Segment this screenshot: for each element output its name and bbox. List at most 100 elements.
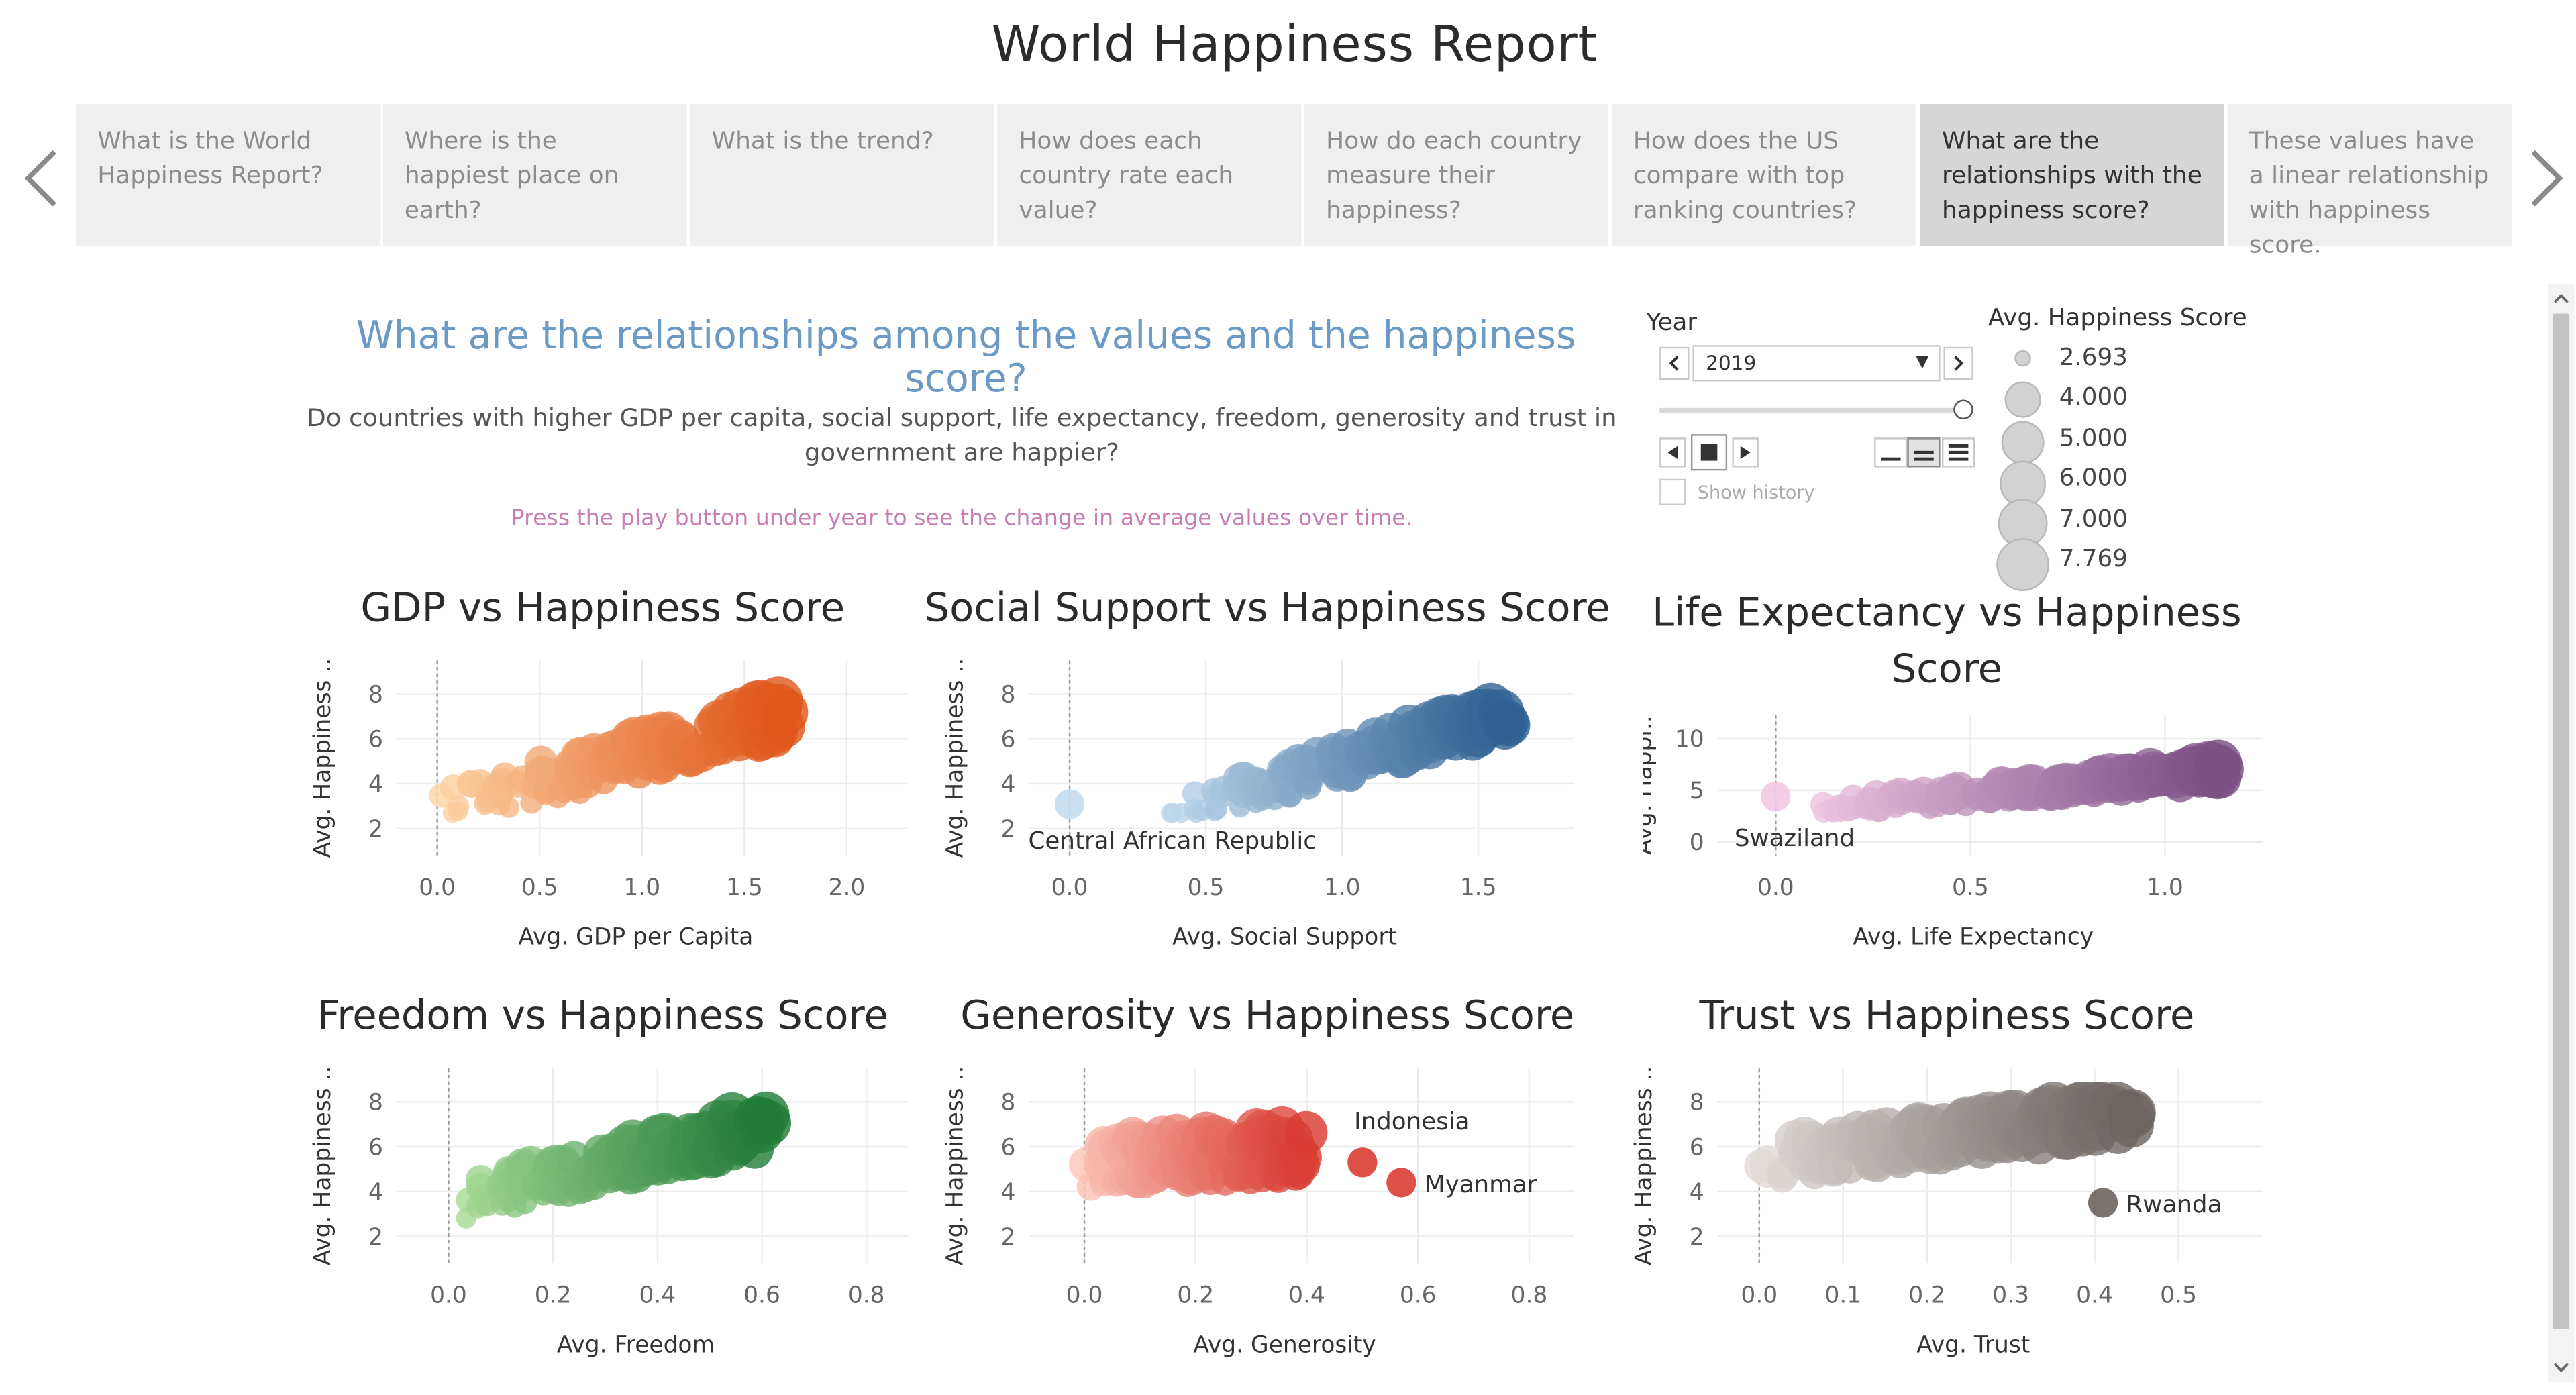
generosity-scatter-plot[interactable]: 2 4 6 8 0.0 0.2 0.4 0.6 0.8 Avg. Generosity Avg. H… (917, 1060, 1590, 1395)
chevron-left-icon (1669, 356, 1679, 371)
x-tick-label: 1.0 (2147, 874, 2183, 901)
y-tick-label: 2 (368, 816, 383, 843)
y-tick-label: 6 (368, 726, 383, 753)
step-back-button[interactable] (1659, 437, 1686, 468)
y-tick-label: 6 (1001, 726, 1016, 753)
data-bubble[interactable] (1487, 703, 1531, 747)
y-axis-title: Avg. Happiness .. (309, 1066, 336, 1266)
story-tab-1[interactable]: What is the World Happiness Report? (76, 104, 380, 246)
show-history-checkbox[interactable] (1659, 478, 1686, 506)
data-bubble[interactable] (762, 689, 809, 735)
x-tick-label: 0.8 (1511, 1282, 1548, 1309)
labelled-bubble[interactable] (1347, 1147, 1378, 1178)
gdp-scatter-plot[interactable]: 2 4 6 8 0.0 0.5 1.0 1.5 2.0 Avg. GDP per Capita Av… (289, 652, 925, 988)
legend-circle (2014, 350, 2031, 367)
scroll-down-icon[interactable] (2548, 1355, 2574, 1378)
freedom-scatter-plot[interactable]: 2 4 6 8 0.0 0.2 0.4 0.6 0.8 Avg. Freedom Avg. Happ… (289, 1060, 925, 1395)
y-axis-title: Avg. Happi.. (1643, 715, 1657, 855)
y-tick-label: 4 (368, 771, 383, 798)
chevron-right-icon (1954, 356, 1964, 371)
vertical-scrollbar[interactable] (2548, 284, 2575, 1382)
x-tick-label: 0.5 (1188, 874, 1225, 901)
speed-fast-button[interactable] (1942, 437, 1975, 468)
x-tick-label: 0.8 (848, 1282, 885, 1309)
show-history-label: Show history (1697, 482, 1815, 504)
year-prev-button[interactable] (1659, 346, 1690, 380)
x-tick-label: 1.5 (726, 874, 763, 901)
data-bubble[interactable] (2201, 758, 2242, 798)
point-label: Swaziland (1735, 825, 1855, 852)
x-tick-label: 0.6 (1400, 1282, 1437, 1309)
x-tick-label: 1.5 (1460, 874, 1497, 901)
scrollbar-thumb[interactable] (2553, 313, 2570, 1330)
chevron-left-icon (24, 150, 56, 207)
life-expectancy-scatter-plot[interactable]: 0 5 10 0.0 0.5 1.0 Avg. Life Expectancy Avg. Ha… (1643, 707, 2279, 987)
labelled-bubble[interactable] (1386, 1168, 1416, 1198)
story-tab-5[interactable]: How do each country measure their happin… (1304, 104, 1608, 246)
point-label: Myanmar (1425, 1171, 1537, 1198)
y-tick-label: 8 (1001, 682, 1016, 709)
point-label: Indonesia (1354, 1108, 1470, 1135)
story-tab-8[interactable]: These values have a linear relationship … (2227, 104, 2512, 259)
x-tick-label: 0.4 (1288, 1282, 1325, 1309)
y-tick-label: 5 (1690, 778, 1704, 805)
x-tick-label: 0.0 (419, 874, 456, 901)
data-bubble[interactable] (448, 795, 470, 817)
x-tick-label: 0.0 (1741, 1282, 1778, 1309)
legend-label: 2.693 (2059, 345, 2128, 372)
x-tick-label: 0.0 (1757, 874, 1794, 901)
speed-medium-button[interactable] (1907, 437, 1941, 468)
labelled-bubble[interactable] (1054, 789, 1085, 819)
x-tick-label: 2.0 (829, 874, 866, 901)
x-tick-label: 0.0 (1066, 1282, 1103, 1309)
x-axis-title: Avg. Trust (1916, 1331, 2030, 1358)
labelled-bubble[interactable] (1761, 781, 1791, 812)
x-tick-label: 0.0 (430, 1282, 467, 1309)
speed-fast-icon (1948, 444, 1969, 461)
scroll-up-icon[interactable] (2548, 287, 2574, 310)
bubble-group (1744, 1082, 2156, 1193)
trust-scatter-plot[interactable]: 2 4 6 8 0.0 0.1 0.2 0.3 0.4 0.5 Avg. Trust Avg. Hap… (1631, 1060, 2279, 1395)
next-story-point-button[interactable] (2526, 146, 2566, 211)
bubble-group (1810, 739, 2244, 823)
x-axis-title: Avg. Freedom (557, 1331, 715, 1358)
x-tick-label: 0.3 (1992, 1282, 2029, 1309)
x-axis-title: Avg. GDP per Capita (518, 924, 753, 951)
data-bubble[interactable] (745, 1100, 792, 1146)
slider-thumb[interactable] (1953, 399, 1973, 420)
legend-label: 4.000 (2059, 384, 2128, 411)
x-axis-title: Avg. Generosity (1193, 1331, 1376, 1358)
play-pause-button[interactable] (1690, 434, 1728, 471)
y-axis-title: Avg. Happiness .. (942, 1066, 969, 1266)
story-tab-2[interactable]: Where is the happiest place on earth? (382, 104, 687, 246)
chart-title-generosity: Generosity vs Happiness Score (960, 992, 1575, 1039)
story-tab-6[interactable]: How does the US compare with top ranking… (1611, 104, 1916, 246)
data-bubble[interactable] (1182, 781, 1207, 807)
labelled-bubble[interactable] (2088, 1188, 2118, 1218)
data-bubble[interactable] (2108, 1089, 2156, 1137)
legend-label: 6.000 (2059, 465, 2128, 493)
previous-story-point-button[interactable] (21, 146, 61, 211)
section-description: Do countries with higher GDP per capita,… (307, 403, 1617, 468)
data-bubble[interactable] (498, 796, 519, 818)
bubble-group (429, 676, 809, 823)
x-tick-label: 0.2 (1177, 1282, 1214, 1309)
step-forward-button[interactable] (1732, 437, 1759, 468)
x-tick-label: 0.2 (535, 1282, 572, 1309)
story-tab-7[interactable]: What are the relationships with the happ… (1920, 104, 2224, 246)
year-slider[interactable] (1659, 399, 1973, 423)
y-tick-label: 2 (368, 1224, 383, 1251)
speed-slow-button[interactable] (1874, 437, 1908, 468)
year-dropdown[interactable]: 2019 ▼ (1692, 345, 1941, 382)
social-support-scatter-plot[interactable]: 2 4 6 8 0.0 0.5 1.0 1.5 Avg. Social Support Avg. … (917, 652, 1590, 988)
y-tick-label: 8 (1001, 1090, 1016, 1117)
data-bubble[interactable] (1284, 1110, 1328, 1154)
story-navigator: What is the World Happiness Report? Wher… (76, 104, 2512, 259)
story-tab-3[interactable]: What is the trend? (690, 104, 994, 246)
story-tab-4[interactable]: How does each country rate each value? (997, 104, 1302, 246)
x-tick-label: 0.5 (521, 874, 558, 901)
year-next-button[interactable] (1943, 346, 1973, 380)
y-tick-label: 4 (1001, 771, 1016, 798)
year-filter-title: Year (1646, 310, 1698, 338)
